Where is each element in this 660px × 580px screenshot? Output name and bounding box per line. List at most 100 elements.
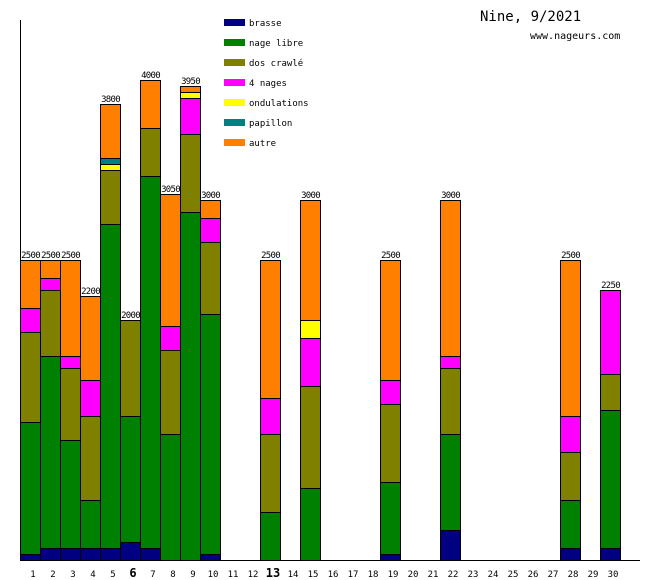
x-tick-label: 1 <box>30 570 35 580</box>
legend-label: brasse <box>249 19 282 29</box>
bar-segment-4-nages <box>260 398 281 435</box>
bar-segment-nage-libre <box>260 512 281 561</box>
bar-segment-4-nages <box>600 290 621 375</box>
x-tick-label: 21 <box>428 570 439 580</box>
total-label: 3000 <box>441 191 460 201</box>
bar-segment-brasse <box>80 548 101 561</box>
x-tick-label: 23 <box>468 570 479 580</box>
bar-segment-autre <box>380 260 401 381</box>
bar-segment-4-nages <box>300 338 321 387</box>
bar-segment-dos-crawlé <box>120 320 141 417</box>
bar-segment-autre <box>60 260 81 357</box>
legend-swatch-papillon <box>224 119 245 126</box>
x-tick-label: 8 <box>170 570 175 580</box>
bar-segment-dos-crawlé <box>60 368 81 441</box>
legend-swatch-ondulations <box>224 99 245 106</box>
total-label: 2500 <box>381 251 400 261</box>
bar-segment-dos-crawlé <box>140 128 161 177</box>
legend-label: autre <box>249 139 276 149</box>
bar-segment-dos-crawlé <box>40 290 61 357</box>
total-label: 3000 <box>201 191 220 201</box>
bar-segment-dos-crawlé <box>160 350 181 435</box>
bar-segment-4-nages <box>560 416 581 453</box>
bar-segment-nage-libre <box>60 440 81 549</box>
bar-segment-nage-libre <box>140 176 161 549</box>
x-tick-label: 12 <box>248 570 259 580</box>
legend-label: nage libre <box>249 39 303 49</box>
bar-segment-autre <box>200 200 221 219</box>
legend-swatch-autre <box>224 139 245 146</box>
bar-segment-papillon <box>100 158 121 165</box>
legend-label: papillon <box>249 119 292 129</box>
bar-segment-brasse <box>20 554 41 561</box>
bar-segment-autre <box>40 260 61 279</box>
bar-segment-4-nages <box>200 218 221 243</box>
legend-label: dos crawlé <box>249 58 303 69</box>
bar-segment-autre <box>140 80 161 129</box>
bar-segment-nage-libre <box>100 224 121 549</box>
bar-segment-dos-crawlé <box>440 368 461 435</box>
total-label: 2500 <box>261 251 280 261</box>
bar-segment-nage-libre <box>380 482 401 555</box>
bar-segment-dos-crawlé <box>80 416 101 501</box>
x-tick-label: 28 <box>568 570 579 580</box>
bar-segment-ondulations <box>300 320 321 339</box>
bar-segment-4-nages <box>60 356 81 369</box>
x-tick-label: 19 <box>388 570 399 580</box>
x-tick-label: 25 <box>508 570 519 580</box>
x-tick-label: 14 <box>288 570 299 580</box>
bar-segment-ondulations <box>100 164 121 171</box>
total-label: 2200 <box>81 287 100 297</box>
total-label: 2000 <box>121 311 140 321</box>
x-tick-label: 13 <box>266 566 280 580</box>
x-tick-label: 4 <box>90 570 95 580</box>
bar-segment-brasse <box>380 554 401 561</box>
x-tick-label: 7 <box>150 570 155 580</box>
bar-segment-brasse <box>120 542 141 561</box>
total-label: 3800 <box>101 95 120 105</box>
bar-segment-nage-libre <box>160 434 181 561</box>
total-label: 2500 <box>21 251 40 261</box>
x-tick-label: 18 <box>368 570 379 580</box>
x-tick-label: 29 <box>588 570 599 580</box>
x-tick-label: 26 <box>528 570 539 580</box>
x-tick-label: 10 <box>208 570 219 580</box>
bar-segment-autre <box>560 260 581 417</box>
bar-segment-brasse <box>60 548 81 561</box>
bar-segment-autre <box>300 200 321 321</box>
x-tick-label: 24 <box>488 570 499 580</box>
bar-segment-autre <box>440 200 461 357</box>
bar-segment-brasse <box>40 548 61 561</box>
chart-title: Nine, 9/2021 <box>480 9 582 25</box>
bar-segment-nage-libre <box>20 422 41 555</box>
bar-segment-nage-libre <box>600 410 621 549</box>
bar-segment-dos-crawlé <box>260 434 281 513</box>
legend-swatch-nage-libre <box>224 39 245 46</box>
x-tick-label: 15 <box>308 570 319 580</box>
x-tick-label: 20 <box>408 570 419 580</box>
bar-segment-autre <box>100 104 121 159</box>
x-tick-label: 11 <box>228 570 239 580</box>
bar-segment-brasse <box>100 548 121 561</box>
legend-label: ondulations <box>249 99 309 109</box>
bar-segment-4-nages <box>440 356 461 369</box>
bar-segment-4-nages <box>380 380 401 405</box>
bar-segment-nage-libre <box>300 488 321 561</box>
total-label: 3050 <box>161 185 180 195</box>
bar-segment-nage-libre <box>80 500 101 549</box>
legend-swatch-dos-crawlé <box>224 59 245 66</box>
x-tick-label: 9 <box>190 570 195 580</box>
bar-segment-nage-libre <box>120 416 141 543</box>
total-label: 4000 <box>141 71 160 81</box>
bar-segment-autre <box>160 194 181 327</box>
bar-segment-dos-crawlé <box>200 242 221 315</box>
bar-segment-nage-libre <box>200 314 221 555</box>
total-label: 2500 <box>41 251 60 261</box>
chart-subtitle[interactable]: www.nageurs.com <box>530 31 621 42</box>
bar-segment-dos-crawlé <box>380 404 401 483</box>
bar-segment-dos-crawlé <box>600 374 621 411</box>
legend-swatch-4-nages <box>224 79 245 86</box>
total-label: 2500 <box>61 251 80 261</box>
bar-segment-dos-crawlé <box>180 134 201 213</box>
